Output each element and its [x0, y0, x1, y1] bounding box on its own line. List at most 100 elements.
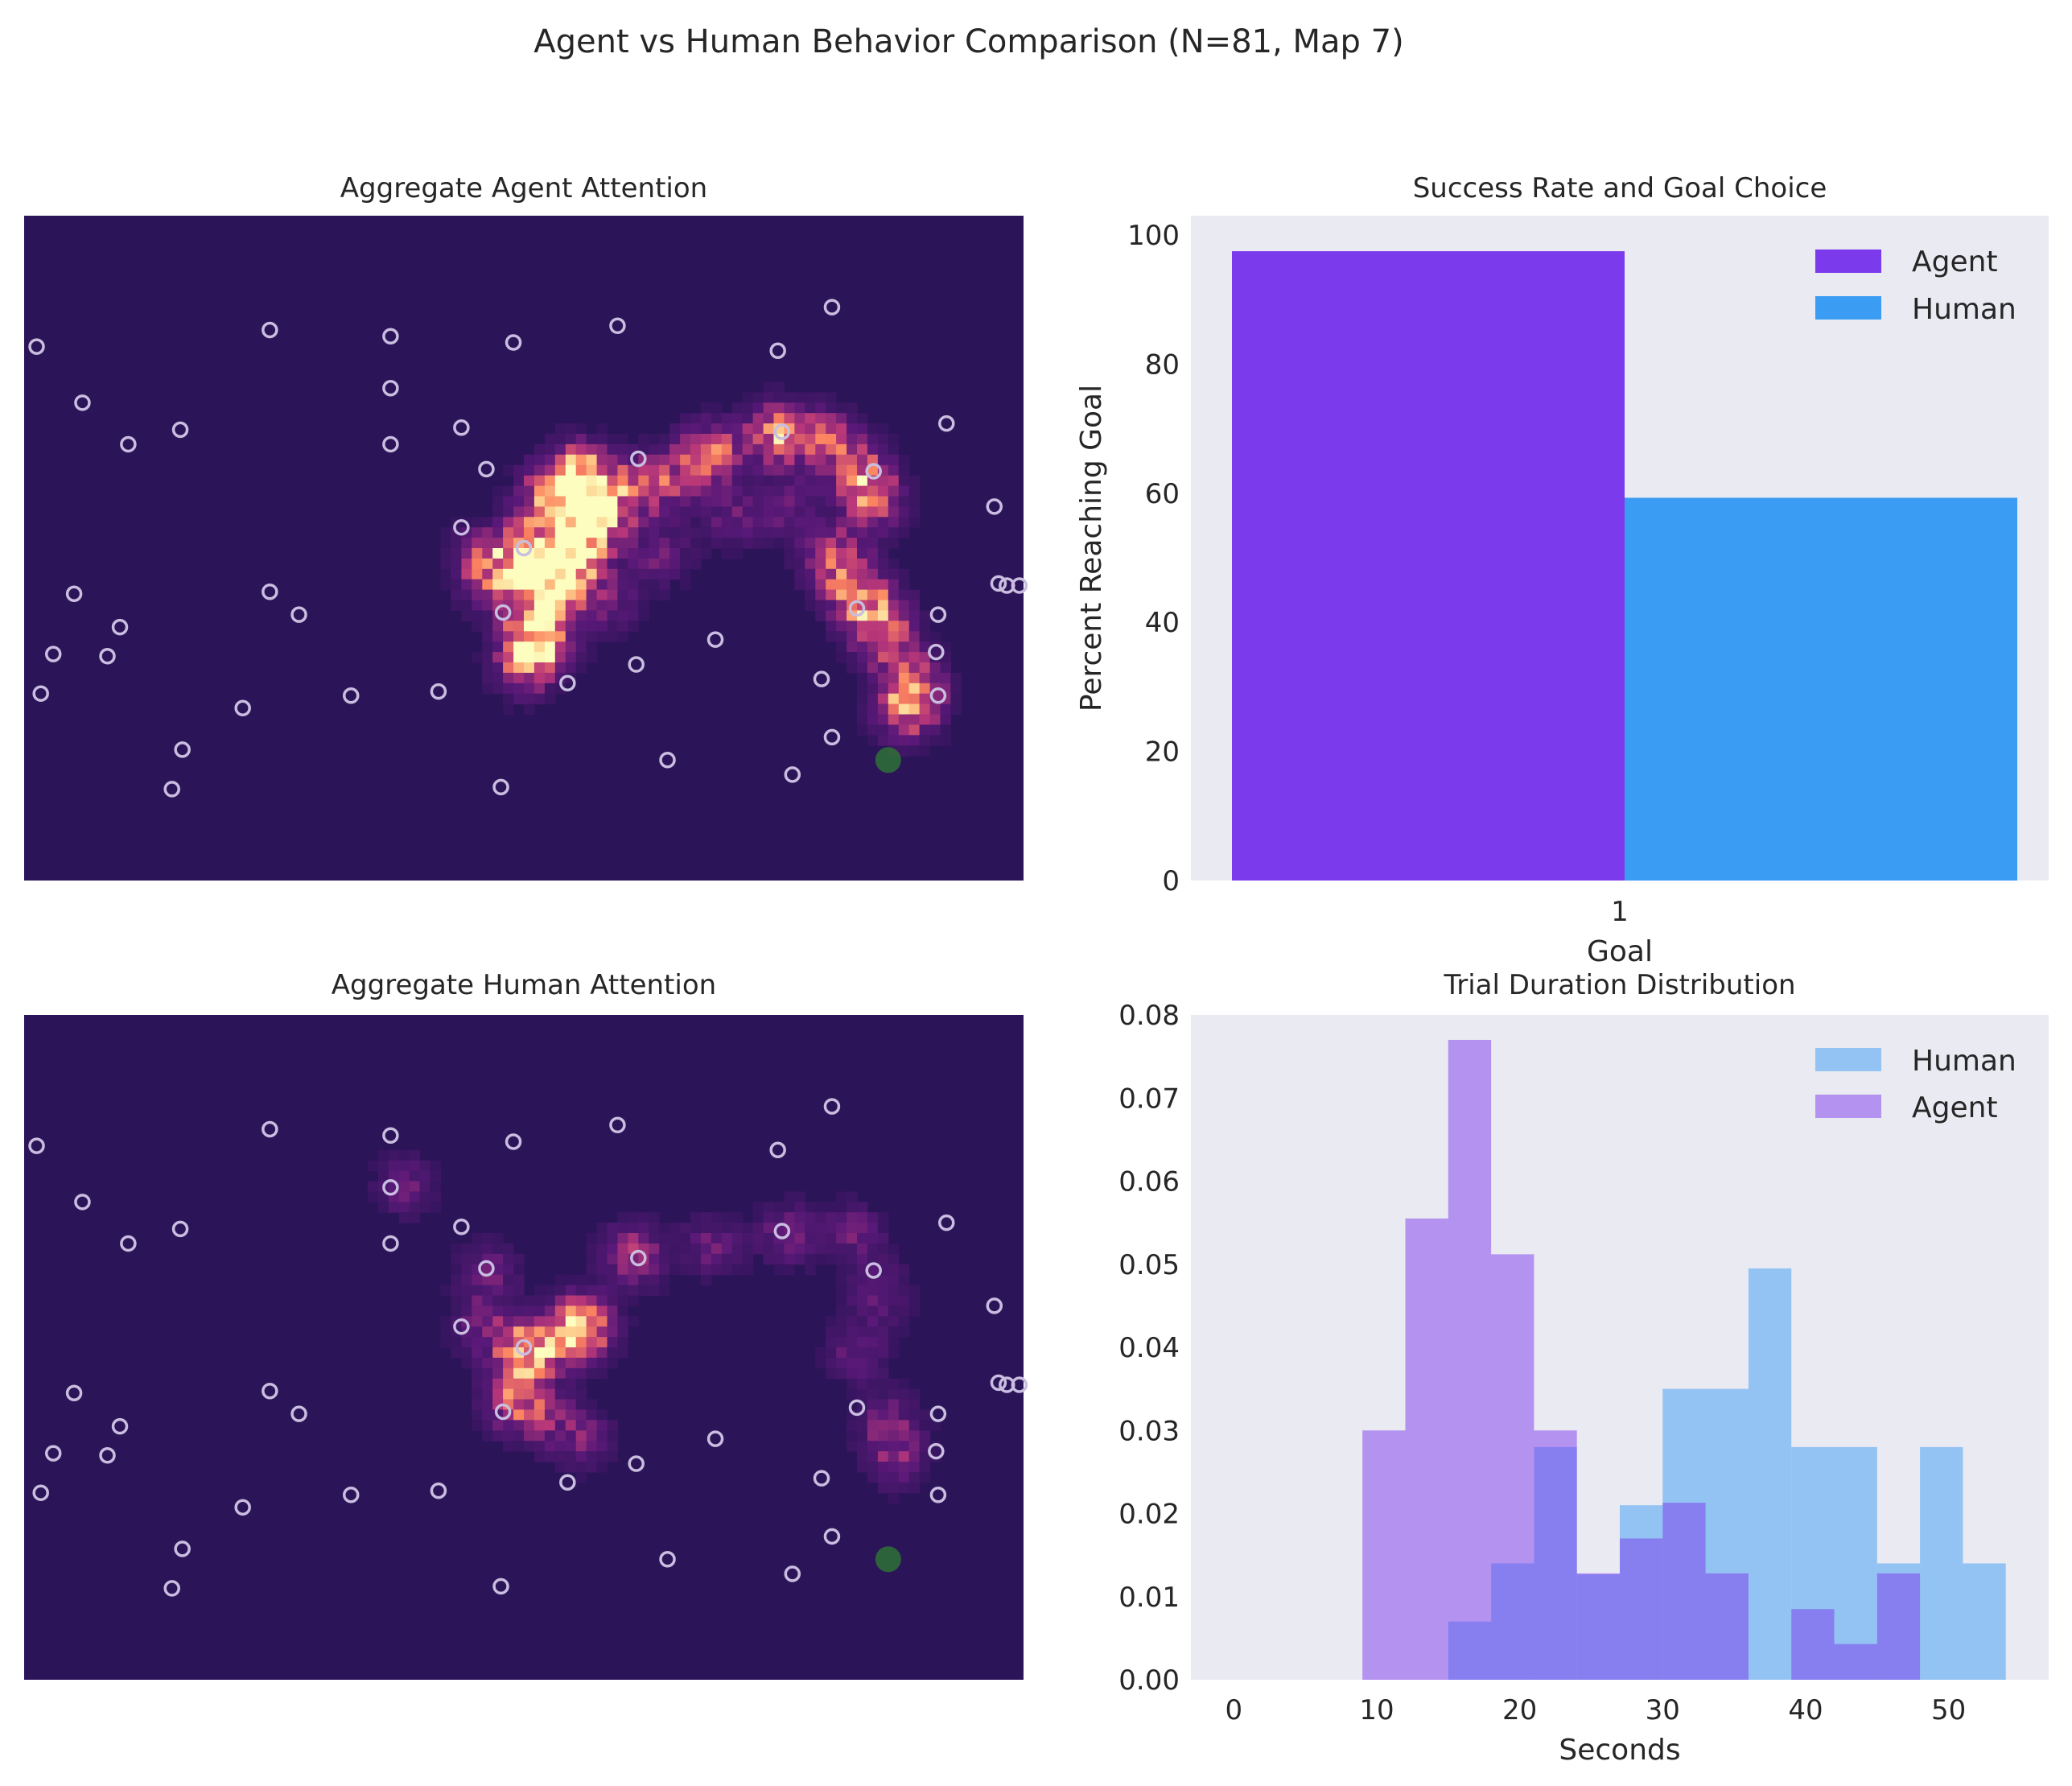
heatmap-cell: [857, 558, 868, 570]
heatmap-cell: [607, 1264, 618, 1276]
heatmap-cell: [461, 1357, 472, 1369]
heatmap-cell: [649, 1243, 660, 1255]
object-marker: [494, 604, 512, 621]
object-marker: [559, 674, 576, 692]
heatmap-cell: [503, 703, 514, 716]
heatmap-cell: [659, 454, 670, 466]
heatmap-cell: [596, 475, 608, 487]
heatmap-cell: [711, 464, 723, 476]
heatmap-cell: [554, 506, 566, 518]
heatmap-cell: [596, 621, 608, 632]
heatmap-cell: [575, 1357, 587, 1369]
heatmap-cell: [638, 579, 649, 591]
heatmap-cell: [815, 413, 826, 424]
heatmap-cell: [492, 1420, 504, 1431]
heatmap-cell: [680, 1233, 691, 1244]
heatmap-cell: [524, 1367, 535, 1380]
object-marker: [453, 1318, 470, 1335]
heatmap-cell: [888, 600, 900, 611]
object-marker: [65, 585, 83, 603]
heatmap-cell: [628, 1233, 639, 1244]
object-marker: [813, 670, 830, 687]
object-marker: [234, 699, 251, 717]
heatmap-cell: [565, 1462, 577, 1473]
heatmap-cell: [554, 475, 566, 487]
heatmap-cell: [503, 1285, 514, 1297]
heatmap-cell: [908, 683, 921, 695]
heatmap-cell: [503, 1316, 514, 1327]
heatmap-cell: [690, 1212, 702, 1223]
heatmap-cell: [492, 672, 504, 684]
heatmap-cell: [908, 652, 921, 663]
object-marker: [174, 741, 191, 758]
heatmap-cell: [898, 589, 910, 601]
heatmap-cell: [836, 434, 847, 445]
heatmap-cell: [544, 579, 556, 591]
heatmap-cell: [857, 443, 868, 456]
heatmap-cell: [826, 589, 837, 601]
heatmap-cell: [554, 1357, 566, 1369]
ytick-label: 0.06: [1118, 1166, 1180, 1198]
heatmap-cell: [461, 1337, 472, 1348]
heatmap-cell: [398, 1149, 410, 1161]
heatmap-cell: [565, 589, 577, 601]
heatmap-cell: [773, 1243, 785, 1255]
object-marker: [262, 583, 278, 600]
heatmap-cell: [565, 610, 577, 621]
hist-bar-human: [1963, 1563, 2006, 1680]
legend-swatch-human-hist: [1815, 1048, 1881, 1071]
heatmap-cell: [492, 1326, 504, 1338]
heatmap-cell: [888, 1243, 900, 1255]
heatmap-cell: [575, 464, 587, 476]
heatmap-cell: [908, 1441, 921, 1452]
heatmap-cell: [659, 1264, 670, 1276]
heatmap-cell: [472, 1357, 483, 1369]
object-marker: [478, 460, 495, 478]
object-marker: [515, 539, 533, 557]
heatmap-cell: [826, 1212, 837, 1223]
heatmap-cell: [752, 506, 764, 518]
heatmap-cell: [826, 527, 837, 538]
heatmap-cell: [805, 548, 816, 559]
heatmap-cell: [565, 443, 577, 456]
heatmap-cell: [544, 1326, 556, 1338]
heatmap-cell: [659, 464, 670, 476]
heatmap-cell: [503, 1243, 514, 1255]
heatmap-cell: [680, 475, 691, 487]
heatmap-cell: [544, 672, 556, 684]
heatmap-cell: [544, 434, 556, 445]
heatmap-cell: [472, 1326, 483, 1338]
heatmap-cell: [524, 1388, 535, 1400]
heatmap-cell: [680, 434, 691, 445]
heatmap-cell: [607, 443, 618, 456]
heatmap-cell: [815, 568, 826, 580]
success-rate-xtick-1: 1: [1611, 896, 1629, 928]
heatmap-cell: [742, 538, 754, 549]
heatmap-cell: [752, 1233, 764, 1244]
hist-bar-agent: [1448, 1039, 1492, 1680]
heatmap-cell: [565, 1399, 577, 1410]
heatmap-cell: [888, 662, 900, 674]
heatmap-cell: [503, 589, 514, 601]
hist-bar-agent: [1876, 1573, 1921, 1680]
heatmap-cell: [565, 1326, 577, 1338]
heatmap-cell: [721, 1264, 733, 1276]
heatmap-cell: [607, 485, 618, 497]
heatmap-cell: [617, 1253, 628, 1265]
object-marker: [28, 1137, 45, 1154]
heatmap-cell: [554, 600, 566, 611]
heatmap-cell: [451, 1295, 462, 1306]
heatmap-cell: [784, 1253, 795, 1265]
heatmap-cell: [752, 1243, 764, 1255]
heatmap-cell: [492, 621, 504, 632]
heatmap-cell: [575, 1420, 587, 1431]
heatmap-cell: [554, 568, 566, 580]
heatmap-cell: [898, 745, 910, 757]
heatmap-cell: [607, 1347, 618, 1359]
heatmap-cell: [763, 538, 775, 549]
object-marker: [986, 1297, 1003, 1314]
heatmap-cell: [533, 631, 546, 642]
heatmap-cell: [544, 693, 556, 705]
heatmap-cell: [919, 724, 931, 736]
heatmap-cell: [533, 610, 546, 621]
